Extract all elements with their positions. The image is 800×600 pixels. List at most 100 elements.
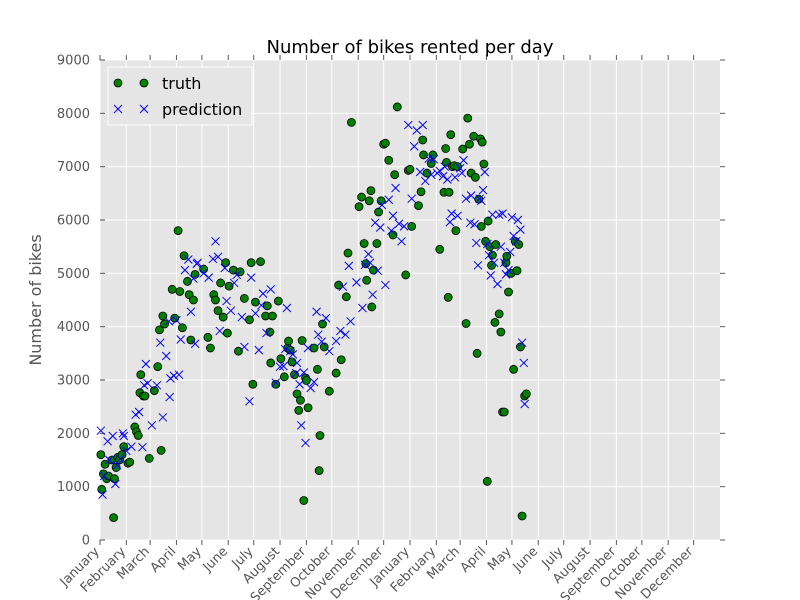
prediction-point (338, 282, 348, 292)
y-tick-label: 6000 (57, 214, 90, 229)
truth-point (366, 186, 376, 196)
prediction-point (299, 368, 309, 377)
prediction-point (199, 268, 208, 278)
prediction-point (254, 345, 264, 355)
prediction-point (445, 217, 455, 227)
prediction-point (375, 223, 385, 232)
truth-point (245, 315, 254, 325)
y-tick-label: 5000 (57, 267, 90, 282)
prediction-point (488, 210, 497, 220)
truth-point (367, 302, 377, 312)
truth-point (189, 295, 198, 305)
truth-point (206, 343, 215, 353)
prediction-point (499, 258, 509, 268)
truth-point (218, 312, 228, 322)
legend-prediction-marker (113, 104, 149, 114)
prediction-point (258, 289, 268, 298)
prediction-point (409, 142, 419, 151)
y-tick-label: 9000 (57, 54, 90, 69)
prediction-point (116, 454, 125, 464)
truth-point (509, 364, 519, 374)
prediction-point (517, 338, 527, 348)
truth-point (405, 164, 415, 174)
legend-truth-label: truth (162, 74, 201, 93)
prediction-point (246, 273, 256, 282)
prediction-point (183, 255, 193, 264)
prediction-point (245, 396, 254, 406)
prediction-point (466, 191, 476, 200)
truth-point (499, 407, 509, 417)
prediction-point (501, 270, 511, 279)
prediction-point (484, 250, 494, 260)
truth-point (465, 139, 474, 149)
prediction-point (453, 211, 462, 221)
prediction-point (292, 358, 302, 368)
truth-point (160, 319, 169, 329)
truth-point (359, 239, 369, 248)
y-tick-label: 0 (82, 534, 90, 549)
truth-point (496, 327, 506, 337)
prediction-point (303, 343, 313, 353)
truth-point (362, 275, 372, 285)
prediction-point (291, 368, 301, 378)
prediction-point (271, 378, 281, 388)
prediction-point (386, 226, 396, 236)
prediction-point (391, 183, 400, 193)
prediction-point (215, 326, 225, 336)
truth-point (472, 348, 482, 358)
truth-point (224, 281, 234, 291)
prediction-point (489, 258, 499, 268)
truth-point (133, 431, 143, 440)
truth-point (392, 102, 402, 112)
truth-point (422, 168, 432, 178)
prediction-point (282, 303, 292, 313)
prediction-point (384, 195, 394, 205)
prediction-point (407, 194, 417, 204)
truth-point (372, 239, 382, 248)
prediction-point (313, 330, 323, 340)
legend-prediction-x-left (113, 104, 123, 114)
prediction-point (104, 455, 114, 465)
truth-point (446, 130, 456, 140)
truth-point (297, 336, 307, 345)
prediction-point (473, 260, 483, 270)
truth-point (369, 265, 378, 275)
truth-point (331, 368, 341, 378)
truth-point (521, 389, 531, 399)
prediction-point (240, 342, 249, 352)
legend-prediction-x-right (139, 104, 149, 114)
prediction-point (204, 273, 214, 282)
truth-point (476, 221, 486, 231)
prediction-point (312, 307, 321, 317)
truth-point (407, 221, 417, 231)
truth-point (364, 196, 374, 206)
truth-point (309, 343, 319, 353)
truth-point (177, 323, 187, 333)
truth-point (251, 297, 260, 307)
truth-point (343, 248, 353, 258)
truth-point (477, 137, 487, 147)
prediction-point (352, 278, 361, 287)
truth-point (483, 216, 493, 226)
prediction-point (119, 431, 129, 441)
prediction-point (99, 471, 109, 481)
y-tick-label: 1000 (57, 480, 90, 495)
truth-point (416, 187, 426, 197)
prediction-point (381, 280, 390, 290)
prediction-point (309, 377, 319, 387)
legend: truth prediction (107, 66, 253, 126)
truth-point (482, 476, 492, 486)
prediction-point (377, 200, 387, 210)
truth-point (203, 332, 213, 342)
truth-point (284, 336, 293, 346)
truth-point (155, 325, 164, 335)
truth-point (294, 405, 304, 415)
prediction-point (443, 175, 452, 184)
prediction-point (232, 270, 242, 280)
prediction-point (455, 163, 465, 173)
prediction-point (461, 194, 471, 204)
truth-point (266, 358, 276, 368)
prediction-point (364, 249, 373, 259)
truth-point (213, 306, 223, 316)
